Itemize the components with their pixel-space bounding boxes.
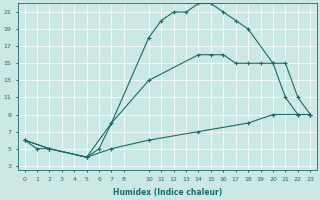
X-axis label: Humidex (Indice chaleur): Humidex (Indice chaleur): [113, 188, 222, 197]
